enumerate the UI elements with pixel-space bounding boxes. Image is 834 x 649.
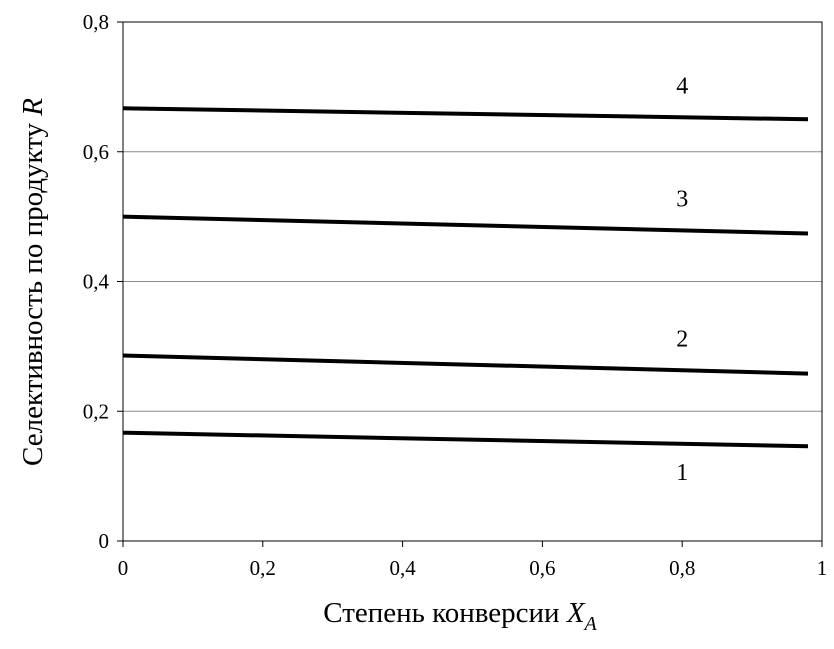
- x-tick-label: 0: [118, 556, 129, 580]
- y-tick-label: 0,2: [83, 399, 109, 423]
- y-tick-label: 0,4: [83, 270, 110, 294]
- x-tick-label: 0,2: [250, 556, 276, 580]
- x-tick-label: 0,6: [529, 556, 555, 580]
- series-line-2: [122, 353, 809, 376]
- y-tick-label: 0,6: [83, 140, 109, 164]
- x-axis-title: Степень конверсии XA: [323, 597, 597, 635]
- x-tick-label: 1: [817, 556, 828, 580]
- series-lines: [122, 106, 809, 449]
- y-tick-label: 0,8: [83, 10, 109, 34]
- y-axis-title: Селективность по продукту R: [17, 98, 49, 466]
- series-label-1: 1: [676, 460, 688, 486]
- series-label-3: 3: [676, 186, 688, 212]
- series-line-1: [122, 430, 809, 449]
- series-labels: 1 2 3 4: [676, 73, 688, 485]
- series-label-4: 4: [676, 73, 688, 99]
- plot-frame: [122, 21, 823, 542]
- series-line-4: [122, 106, 809, 122]
- tick-labels: 0 0,2 0,4 0,6 0,8 0 0,2 0,4 0,6 0,8 1: [83, 10, 828, 580]
- x-tick-label: 0,8: [669, 556, 695, 580]
- gridlines: [123, 21, 822, 412]
- x-tick-label: 0,4: [389, 556, 416, 580]
- series-line-3: [122, 214, 809, 236]
- series-label-2: 2: [676, 326, 688, 352]
- axes: [117, 21, 823, 547]
- y-tick-label: 0: [99, 529, 110, 553]
